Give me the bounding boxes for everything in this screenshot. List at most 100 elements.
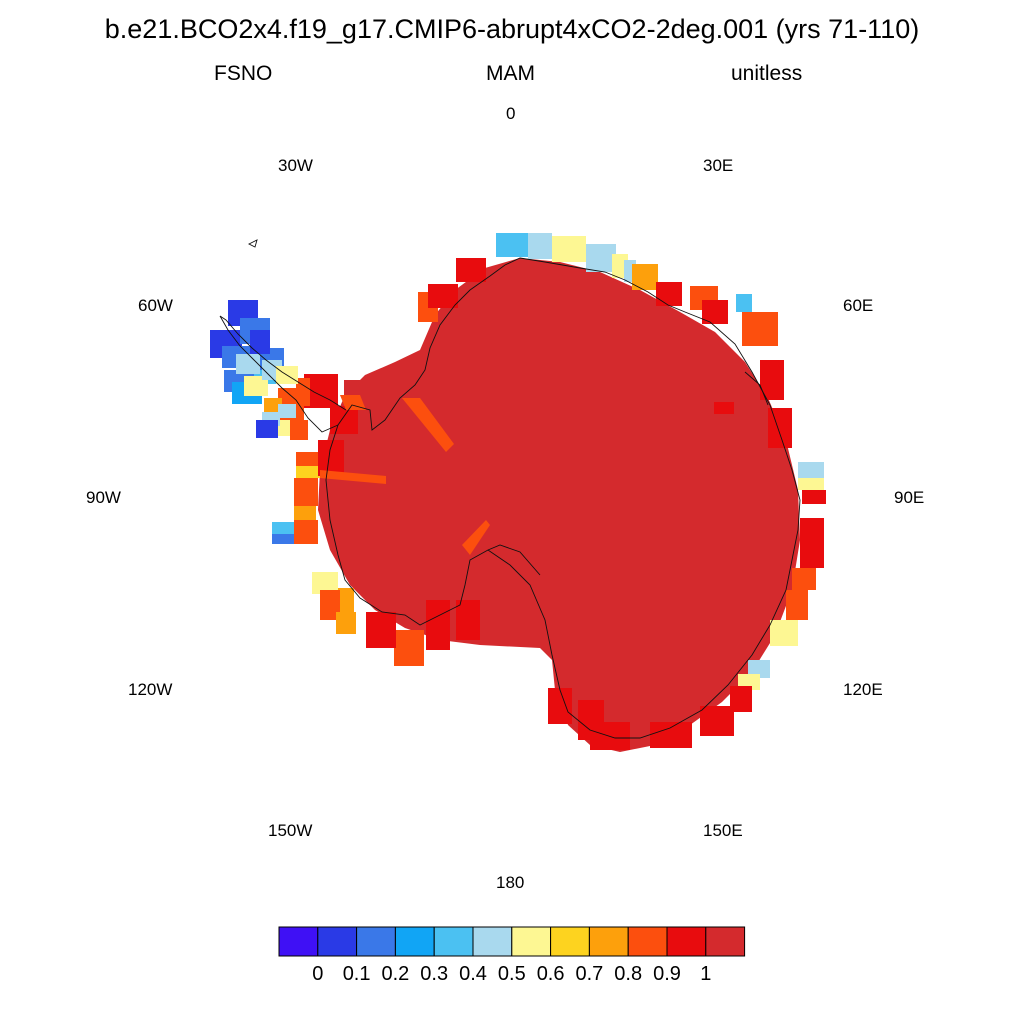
- coastline-amery: [744, 371, 769, 406]
- lon-label-150w: 150W: [268, 821, 313, 840]
- season-label: MAM: [486, 62, 535, 85]
- grid-cell: [320, 590, 340, 620]
- grid-cell: [294, 478, 318, 506]
- grid-cell: [462, 520, 490, 555]
- coastline-main: [325, 257, 801, 739]
- grid-cell: [256, 420, 278, 438]
- grid-cell: [798, 462, 824, 478]
- colorbar-label: 0.4: [459, 963, 487, 985]
- grid-cell: [552, 236, 586, 262]
- colorbar-box: [511, 926, 552, 957]
- grid-cell: [294, 506, 316, 520]
- colorbar-label: 0.2: [381, 963, 409, 985]
- colorbar-label: 0.3: [420, 963, 448, 985]
- grid-cell: [748, 660, 770, 678]
- lon-label-30w: 30W: [278, 156, 313, 175]
- grid-cell: [320, 470, 386, 484]
- colorbar-label: 0.5: [498, 963, 526, 985]
- streaks: [320, 395, 490, 555]
- lon-label-90e: 90E: [894, 488, 925, 507]
- grid-cell: [496, 233, 528, 257]
- colorbar-box: [317, 926, 358, 957]
- colorbar-box: [666, 926, 707, 957]
- grid-cell: [548, 688, 572, 724]
- grid-cell: [742, 312, 778, 346]
- coastline: [219, 257, 801, 739]
- grid-cell: [798, 478, 824, 490]
- grid-cell: [296, 466, 320, 478]
- colorbar-box: [433, 926, 474, 957]
- lon-label-30e: 30E: [703, 156, 734, 175]
- grid-cell: [290, 420, 308, 440]
- units-label: unitless: [731, 62, 803, 85]
- grid-cell: [650, 722, 692, 748]
- grid-cell: [702, 300, 728, 324]
- grid-cell: [770, 620, 798, 646]
- grid-cell: [736, 294, 752, 312]
- coastline-ross-sea: [487, 544, 541, 576]
- grid-cell: [586, 244, 616, 272]
- grid-cell: [296, 452, 320, 466]
- grid-cell: [528, 233, 552, 259]
- grid-cell: [278, 404, 296, 418]
- colorbar-box: [394, 926, 435, 957]
- lon-label-120w: 120W: [128, 680, 173, 699]
- colorbar-label: 0.7: [575, 963, 603, 985]
- lon-label-0: 0: [506, 104, 516, 123]
- colorbar-box: [705, 926, 746, 957]
- chart-title: b.e21.BCO2x4.f19_g17.CMIP6-abrupt4xCO2-2…: [104, 14, 920, 44]
- colorbar-boxes: [278, 926, 746, 957]
- grid-cell: [714, 402, 734, 414]
- grid-cell: [294, 520, 318, 544]
- lon-label-150e: 150E: [703, 821, 743, 840]
- grid-cell: [330, 406, 358, 434]
- grid-cell: [402, 398, 454, 452]
- grid-cell: [366, 612, 396, 648]
- colorbar-label: 0.6: [537, 963, 565, 985]
- colorbar-labels: 0 0.1 0.2 0.3 0.4 0.5 0.6 0.7 0.8 0.9 1: [312, 963, 711, 985]
- grid-cell: [272, 522, 294, 534]
- grid-cell: [802, 490, 826, 504]
- colorbar-box: [472, 926, 513, 957]
- colorbar-box: [588, 926, 629, 957]
- colorbar-box: [550, 926, 590, 957]
- grid-cell: [264, 398, 282, 416]
- grid-cell: [394, 630, 424, 666]
- grid-cell: [656, 282, 682, 306]
- grid-cell: [786, 590, 808, 620]
- grid-cell: [456, 600, 480, 640]
- grid-cell: [244, 376, 268, 396]
- grid-cell: [730, 686, 752, 712]
- colorbar-label: 0.1: [343, 963, 371, 985]
- variable-label: FSNO: [214, 62, 273, 85]
- coastline-peninsula: [219, 315, 347, 433]
- colorbar-box: [356, 926, 396, 957]
- grid-cell: [456, 258, 486, 282]
- coastal-cells: [210, 233, 826, 750]
- colorbar-label: 0: [312, 963, 323, 985]
- grid-cell: [272, 534, 294, 544]
- colorbar-label: 1: [700, 963, 711, 985]
- lon-label-120e: 120E: [843, 680, 883, 699]
- grid-cell: [236, 354, 260, 374]
- grid-cell: [768, 408, 792, 448]
- grid-cell: [428, 284, 458, 308]
- lon-label-60e: 60E: [843, 296, 874, 315]
- colorbar-box: [627, 926, 668, 957]
- grid-cell: [340, 395, 366, 410]
- grid-cell: [700, 706, 734, 736]
- colorbar-label: 0.8: [614, 963, 642, 985]
- lon-label-180: 180: [496, 873, 525, 892]
- lon-label-60w: 60W: [138, 296, 173, 315]
- grid-cell: [792, 568, 816, 590]
- grid-cell: [426, 600, 450, 650]
- grid-cell: [312, 572, 338, 594]
- colorbar-box: [278, 926, 319, 957]
- south-orkney-islands: [247, 239, 258, 248]
- colorbar-label: 0.9: [653, 963, 681, 985]
- grid-cell: [800, 518, 824, 568]
- lon-label-90w: 90W: [86, 488, 121, 507]
- grid-cell: [250, 330, 270, 354]
